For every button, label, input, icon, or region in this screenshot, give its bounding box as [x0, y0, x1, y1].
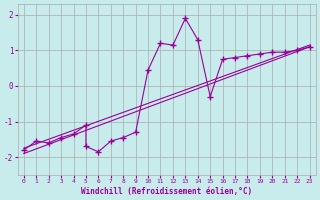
X-axis label: Windchill (Refroidissement éolien,°C): Windchill (Refroidissement éolien,°C)	[81, 187, 252, 196]
